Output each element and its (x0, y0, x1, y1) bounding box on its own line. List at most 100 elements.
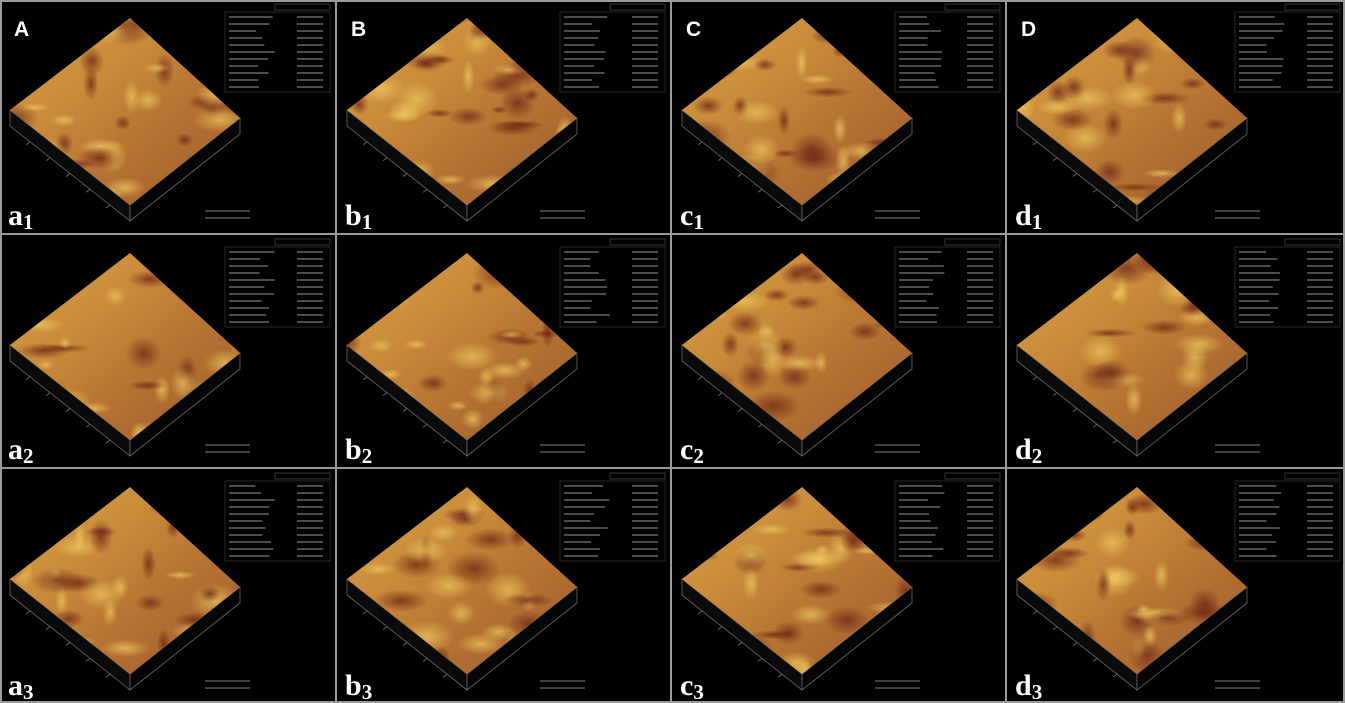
panel-letter: b (345, 199, 362, 232)
texture-spot (1111, 81, 1158, 110)
texture-spot (1036, 99, 1080, 115)
texture-spot (484, 361, 526, 379)
texture-spot (1154, 559, 1169, 591)
panel-index: 1 (693, 210, 704, 234)
texture-spot (803, 87, 852, 98)
panel-index: 1 (23, 210, 34, 234)
texture-spot (747, 328, 784, 363)
column-label: B (351, 18, 366, 41)
texture-spot (425, 573, 472, 600)
texture-spot (415, 60, 438, 69)
texture-spot (1173, 333, 1223, 355)
texture-spot (743, 566, 760, 601)
texture-spot (404, 339, 429, 349)
panel-index: 1 (362, 210, 373, 234)
texture-spot (404, 538, 447, 564)
texture-spot (752, 523, 790, 535)
texture-spot (128, 380, 166, 390)
texture-spot (114, 115, 131, 130)
texture-spot (1125, 498, 1140, 516)
texture-spot (1143, 625, 1158, 648)
texture-spot (141, 546, 156, 582)
texture-spot (795, 45, 807, 80)
texture-spot (788, 144, 840, 172)
texture-spot (50, 114, 77, 126)
texture-spot (447, 601, 475, 625)
texture-spot (199, 585, 221, 602)
column-label: D (1021, 18, 1036, 41)
texture-spot (849, 322, 881, 341)
texture-spot (1095, 527, 1130, 558)
column-label: A (14, 18, 29, 41)
texture-spot (1092, 359, 1131, 390)
panel-letter: c (680, 669, 693, 702)
texture-spot (754, 59, 777, 72)
panel-index: 2 (23, 444, 34, 468)
panel-letter: d (1015, 433, 1032, 466)
column-label: C (686, 18, 701, 41)
panel-index: 3 (693, 680, 704, 703)
texture-spot (1062, 75, 1085, 100)
texture-spot (461, 409, 484, 430)
texture-spot (734, 542, 767, 568)
panel-index: 1 (1032, 210, 1043, 234)
panel-index: 3 (362, 680, 373, 703)
texture-spot (1109, 287, 1124, 302)
texture-spot (164, 571, 196, 579)
texture-spot (1180, 78, 1205, 89)
texture-spot (176, 133, 194, 147)
texture-spot (418, 374, 449, 392)
texture-spot (801, 528, 851, 538)
texture-spot (503, 593, 554, 607)
panel-letter: c (680, 433, 693, 466)
texture-spot (778, 106, 791, 136)
texture-spot (1171, 103, 1187, 133)
texture-spot (763, 288, 790, 301)
panel-letter: a (8, 669, 23, 702)
texture-spot (37, 360, 54, 370)
texture-spot (435, 174, 466, 184)
texture-spot (1125, 383, 1143, 417)
texture-spot (800, 580, 843, 599)
texture-spot (369, 339, 393, 352)
panel-letter: a (8, 433, 23, 466)
texture-spot (465, 528, 515, 551)
texture-spot (123, 80, 140, 113)
texture-spot (105, 286, 127, 306)
texture-spot (388, 99, 423, 122)
texture-spot (31, 568, 85, 594)
texture-spot (126, 337, 162, 370)
texture-spot (1103, 108, 1123, 140)
panel-letter: d (1015, 669, 1032, 702)
texture-spot (479, 74, 524, 95)
panel-letter: c (680, 199, 693, 232)
texture-spot (77, 147, 123, 169)
texture-spot (721, 332, 739, 358)
texture-spot (734, 100, 779, 124)
texture-spot (494, 120, 546, 129)
texture-spot (814, 351, 828, 374)
texture-spot (491, 106, 507, 114)
panel-letter: d (1015, 199, 1032, 232)
texture-spot (143, 63, 171, 73)
texture-spot (800, 74, 834, 84)
texture-spot (1116, 36, 1156, 70)
texture-spot (1096, 567, 1111, 602)
panel-letter: b (345, 433, 362, 466)
texture-spot (135, 594, 164, 612)
texture-spot (833, 114, 847, 144)
panel-index: 3 (1032, 680, 1043, 703)
texture-spot (751, 630, 798, 639)
texture-spot (524, 88, 540, 102)
texture-spot (787, 295, 820, 311)
texture-spot (693, 96, 724, 115)
texture-spot (462, 59, 475, 94)
texture-spot (790, 604, 830, 625)
texture-spot (1203, 118, 1228, 130)
texture-spot (448, 401, 469, 411)
texture-spot (1085, 329, 1136, 338)
texture-spot (101, 639, 151, 657)
panel-index: 2 (1032, 444, 1043, 468)
panel-index: 3 (23, 680, 34, 703)
texture-spot (815, 544, 829, 555)
